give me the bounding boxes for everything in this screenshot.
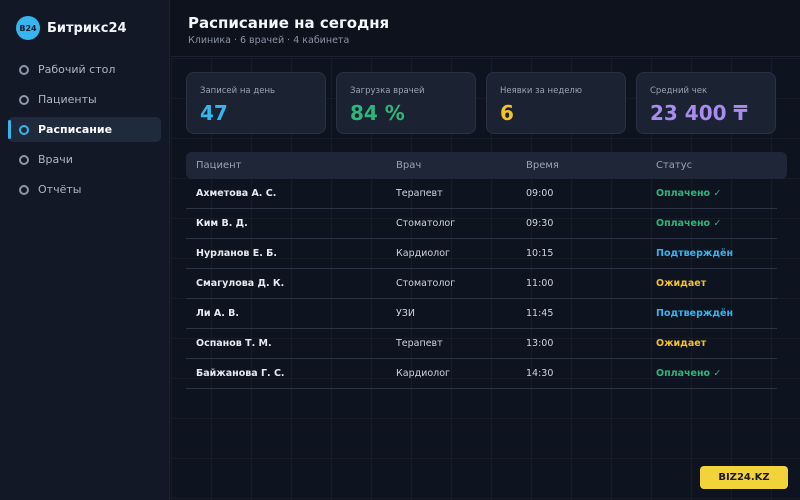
cell-doctor: Стоматолог — [396, 278, 456, 289]
stat-value: 23 400 ₸ — [650, 101, 748, 125]
table-row[interactable]: Ли А. В. УЗИ 11:45 Подтверждён — [186, 299, 777, 329]
stat-card-no-shows: Неявки за неделю 6 — [486, 72, 626, 134]
column-header-doctor[interactable]: Врач — [396, 160, 422, 171]
status-badge: Оплачено ✓ — [656, 368, 722, 379]
sidebar-nav: Рабочий стол Пациенты Расписание Врачи О… — [8, 57, 161, 207]
cell-doctor: Стоматолог — [396, 218, 456, 229]
column-header-status[interactable]: Статус — [656, 160, 693, 171]
stat-card-appointments: Записей на день 47 — [186, 72, 326, 134]
cell-doctor: Кардиолог — [396, 368, 451, 379]
cell-time: 11:45 — [526, 308, 554, 319]
circle-icon — [19, 184, 29, 195]
cell-time: 10:15 — [526, 248, 554, 259]
table-row[interactable]: Байжанова Г. С. Кардиолог 14:30 Оплачено… — [186, 359, 777, 389]
stat-card-doctor-load: Загрузка врачей 84 % — [336, 72, 476, 134]
brand-name: Битрикс24 — [47, 20, 127, 36]
cell-patient: Нурланов Е. Б. — [196, 248, 277, 259]
cell-patient: Ли А. В. — [196, 308, 239, 319]
sidebar-item-patients[interactable]: Пациенты — [8, 87, 161, 112]
sidebar-item-label: Врачи — [38, 153, 73, 166]
table-row[interactable]: Ахметова А. С. Терапевт 09:00 Оплачено ✓ — [186, 179, 777, 209]
circle-icon — [19, 124, 29, 135]
stat-value: 47 — [200, 101, 228, 125]
sidebar-item-desktop[interactable]: Рабочий стол — [8, 57, 161, 82]
page-title: Расписание на сегодня — [188, 14, 390, 32]
cell-patient: Ким В. Д. — [196, 218, 248, 229]
table-header: Пациент Врач Время Статус — [186, 152, 787, 179]
sidebar-item-label: Расписание — [38, 123, 113, 136]
cell-time: 09:00 — [526, 188, 554, 199]
column-header-time[interactable]: Время — [526, 160, 559, 171]
cell-doctor: Терапевт — [396, 338, 443, 349]
circle-icon — [19, 64, 29, 75]
status-badge: Оплачено ✓ — [656, 188, 722, 199]
stat-label: Загрузка врачей — [350, 86, 425, 96]
page-subtitle: Клиника · 6 врачей · 4 кабинета — [188, 35, 350, 46]
status-badge: Ожидает — [656, 278, 707, 289]
cell-patient: Оспанов Т. М. — [196, 338, 272, 349]
stat-label: Записей на день — [200, 86, 276, 96]
sidebar-item-label: Пациенты — [38, 93, 97, 106]
biz24-badge[interactable]: BIZ24.KZ — [700, 466, 788, 489]
cell-doctor: Кардиолог — [396, 248, 451, 259]
stat-value: 6 — [500, 101, 514, 125]
table-body: Ахметова А. С. Терапевт 09:00 Оплачено ✓… — [186, 179, 787, 389]
brand-logo-icon: B24 — [16, 16, 40, 40]
status-badge: Подтверждён — [656, 308, 734, 319]
circle-icon — [19, 94, 29, 105]
sidebar-item-schedule[interactable]: Расписание — [8, 117, 161, 142]
stat-label: Неявки за неделю — [500, 86, 583, 96]
schedule-table: Пациент Врач Время Статус Ахметова А. С.… — [186, 152, 787, 389]
stat-value: 84 % — [350, 101, 405, 125]
circle-icon — [19, 154, 29, 165]
cell-time: 13:00 — [526, 338, 554, 349]
table-row[interactable]: Оспанов Т. М. Терапевт 13:00 Ожидает — [186, 329, 777, 359]
cell-patient: Ахметова А. С. — [196, 188, 277, 199]
cell-patient: Байжанова Г. С. — [196, 368, 285, 379]
cell-time: 11:00 — [526, 278, 554, 289]
cell-time: 09:30 — [526, 218, 554, 229]
sidebar-item-label: Рабочий стол — [38, 63, 116, 76]
sidebar-item-label: Отчёты — [38, 183, 82, 196]
sidebar-item-doctors[interactable]: Врачи — [8, 147, 161, 172]
status-badge: Ожидает — [656, 338, 707, 349]
column-header-patient[interactable]: Пациент — [196, 160, 242, 171]
page-header: Расписание на сегодня Клиника · 6 врачей… — [171, 0, 800, 57]
table-row[interactable]: Ким В. Д. Стоматолог 09:30 Оплачено ✓ — [186, 209, 777, 239]
table-row[interactable]: Смагулова Д. К. Стоматолог 11:00 Ожидает — [186, 269, 777, 299]
sidebar-item-reports[interactable]: Отчёты — [8, 177, 161, 202]
cell-doctor: УЗИ — [396, 308, 415, 319]
sidebar: B24 Битрикс24 Рабочий стол Пациенты Расп… — [0, 0, 170, 500]
status-badge: Оплачено ✓ — [656, 218, 722, 229]
stat-label: Средний чек — [650, 86, 708, 96]
table-row[interactable]: Нурланов Е. Б. Кардиолог 10:15 Подтвержд… — [186, 239, 777, 269]
cell-patient: Смагулова Д. К. — [196, 278, 285, 289]
stat-card-average-check: Средний чек 23 400 ₸ — [636, 72, 776, 134]
cell-time: 14:30 — [526, 368, 554, 379]
status-badge: Подтверждён — [656, 248, 734, 259]
cell-doctor: Терапевт — [396, 188, 443, 199]
brand[interactable]: B24 Битрикс24 — [16, 16, 127, 40]
